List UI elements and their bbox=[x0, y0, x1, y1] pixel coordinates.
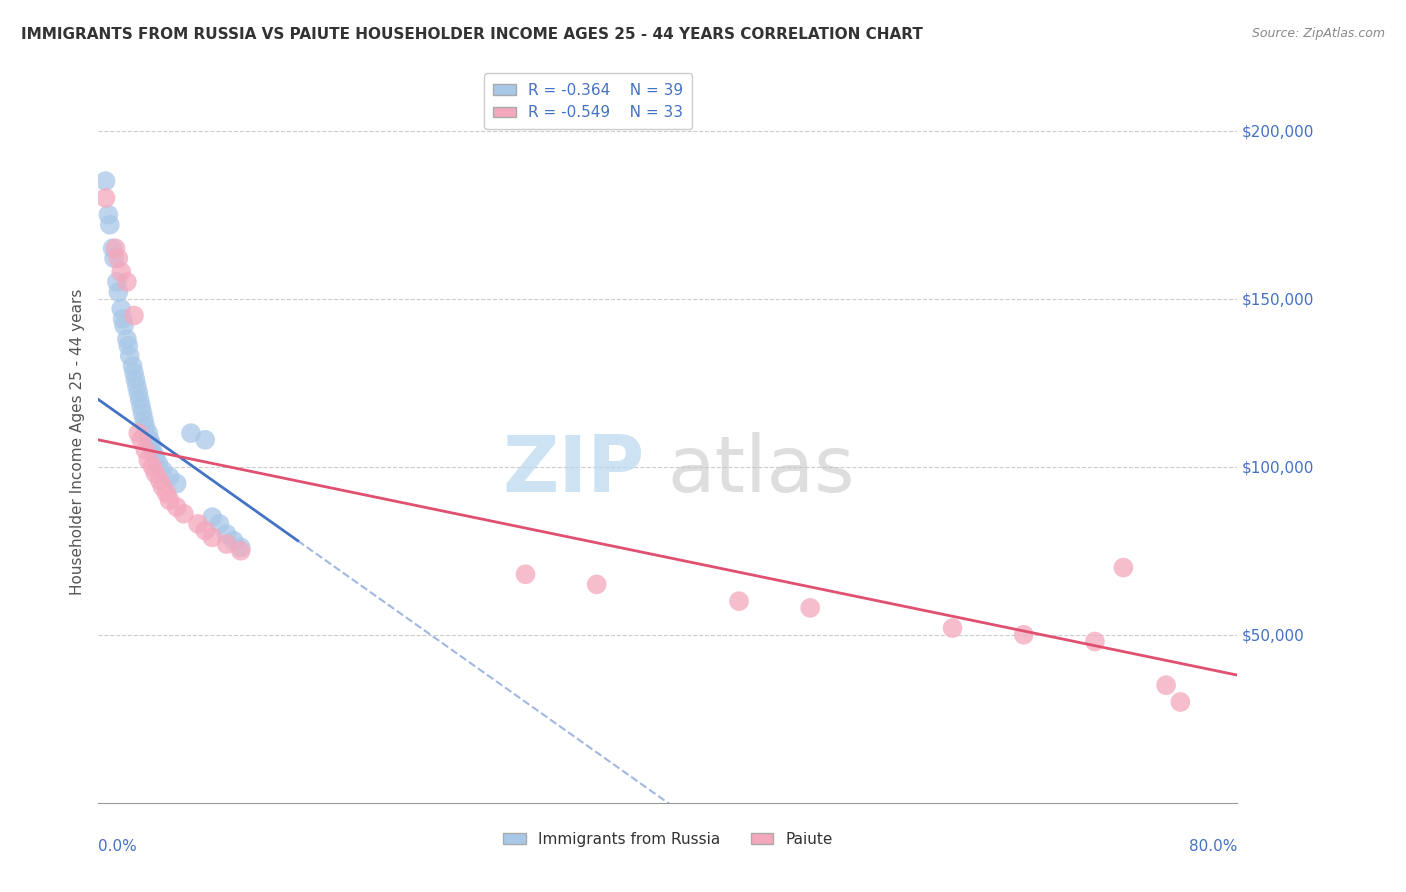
Point bbox=[118, 349, 141, 363]
Point bbox=[115, 275, 138, 289]
Point bbox=[187, 516, 209, 531]
Point bbox=[1154, 678, 1177, 692]
Point bbox=[134, 442, 156, 457]
Point bbox=[215, 527, 238, 541]
Text: 80.0%: 80.0% bbox=[1189, 838, 1237, 854]
Point bbox=[1084, 634, 1107, 648]
Point bbox=[1170, 695, 1192, 709]
Point bbox=[215, 537, 238, 551]
Point bbox=[110, 301, 132, 316]
Point bbox=[229, 543, 252, 558]
Legend: Immigrants from Russia, Paiute: Immigrants from Russia, Paiute bbox=[496, 826, 839, 853]
Point bbox=[159, 493, 181, 508]
Point bbox=[1012, 628, 1035, 642]
Point bbox=[94, 191, 117, 205]
Point bbox=[180, 426, 202, 441]
Point bbox=[136, 426, 159, 441]
Text: ZIP: ZIP bbox=[503, 433, 645, 508]
Point bbox=[201, 530, 224, 544]
Point bbox=[229, 541, 252, 555]
Point bbox=[138, 433, 160, 447]
Point bbox=[585, 577, 607, 591]
Text: Source: ZipAtlas.com: Source: ZipAtlas.com bbox=[1251, 27, 1385, 40]
Text: atlas: atlas bbox=[668, 433, 855, 508]
Point bbox=[105, 275, 128, 289]
Point bbox=[145, 450, 167, 464]
Point bbox=[145, 467, 167, 481]
Point bbox=[149, 473, 172, 487]
Point bbox=[136, 453, 159, 467]
Point bbox=[94, 174, 117, 188]
Point bbox=[208, 516, 231, 531]
Point bbox=[942, 621, 965, 635]
Point bbox=[728, 594, 751, 608]
Point bbox=[152, 480, 174, 494]
Point bbox=[799, 600, 821, 615]
Point bbox=[98, 218, 121, 232]
Point bbox=[127, 385, 149, 400]
Point bbox=[152, 463, 174, 477]
Point bbox=[515, 567, 537, 582]
Point bbox=[111, 311, 134, 326]
Point bbox=[173, 507, 195, 521]
Point bbox=[141, 459, 163, 474]
Point bbox=[131, 406, 153, 420]
Text: IMMIGRANTS FROM RUSSIA VS PAIUTE HOUSEHOLDER INCOME AGES 25 - 44 YEARS CORRELATI: IMMIGRANTS FROM RUSSIA VS PAIUTE HOUSEHO… bbox=[21, 27, 922, 42]
Point bbox=[156, 486, 179, 500]
Point bbox=[97, 208, 120, 222]
Point bbox=[121, 359, 143, 373]
Point bbox=[139, 436, 162, 450]
Point bbox=[141, 442, 163, 457]
Point bbox=[122, 309, 145, 323]
Point bbox=[128, 392, 150, 407]
Y-axis label: Householder Income Ages 25 - 44 years: Householder Income Ages 25 - 44 years bbox=[69, 288, 84, 595]
Point bbox=[115, 332, 138, 346]
Point bbox=[101, 241, 124, 255]
Point bbox=[107, 285, 129, 299]
Text: 0.0%: 0.0% bbox=[98, 838, 138, 854]
Point bbox=[134, 419, 156, 434]
Point bbox=[103, 252, 125, 266]
Point bbox=[201, 510, 224, 524]
Point bbox=[166, 500, 188, 514]
Point bbox=[125, 379, 148, 393]
Point bbox=[127, 426, 149, 441]
Point bbox=[1112, 560, 1135, 574]
Point bbox=[132, 413, 155, 427]
Point bbox=[166, 476, 188, 491]
Point bbox=[222, 533, 245, 548]
Point bbox=[159, 470, 181, 484]
Point bbox=[129, 433, 152, 447]
Point bbox=[122, 366, 145, 380]
Point bbox=[104, 241, 127, 255]
Point bbox=[107, 252, 129, 266]
Point bbox=[117, 339, 139, 353]
Point bbox=[194, 433, 217, 447]
Point bbox=[110, 265, 132, 279]
Point bbox=[124, 372, 146, 386]
Point bbox=[112, 318, 135, 333]
Point bbox=[194, 524, 217, 538]
Point bbox=[148, 456, 170, 470]
Point bbox=[129, 399, 152, 413]
